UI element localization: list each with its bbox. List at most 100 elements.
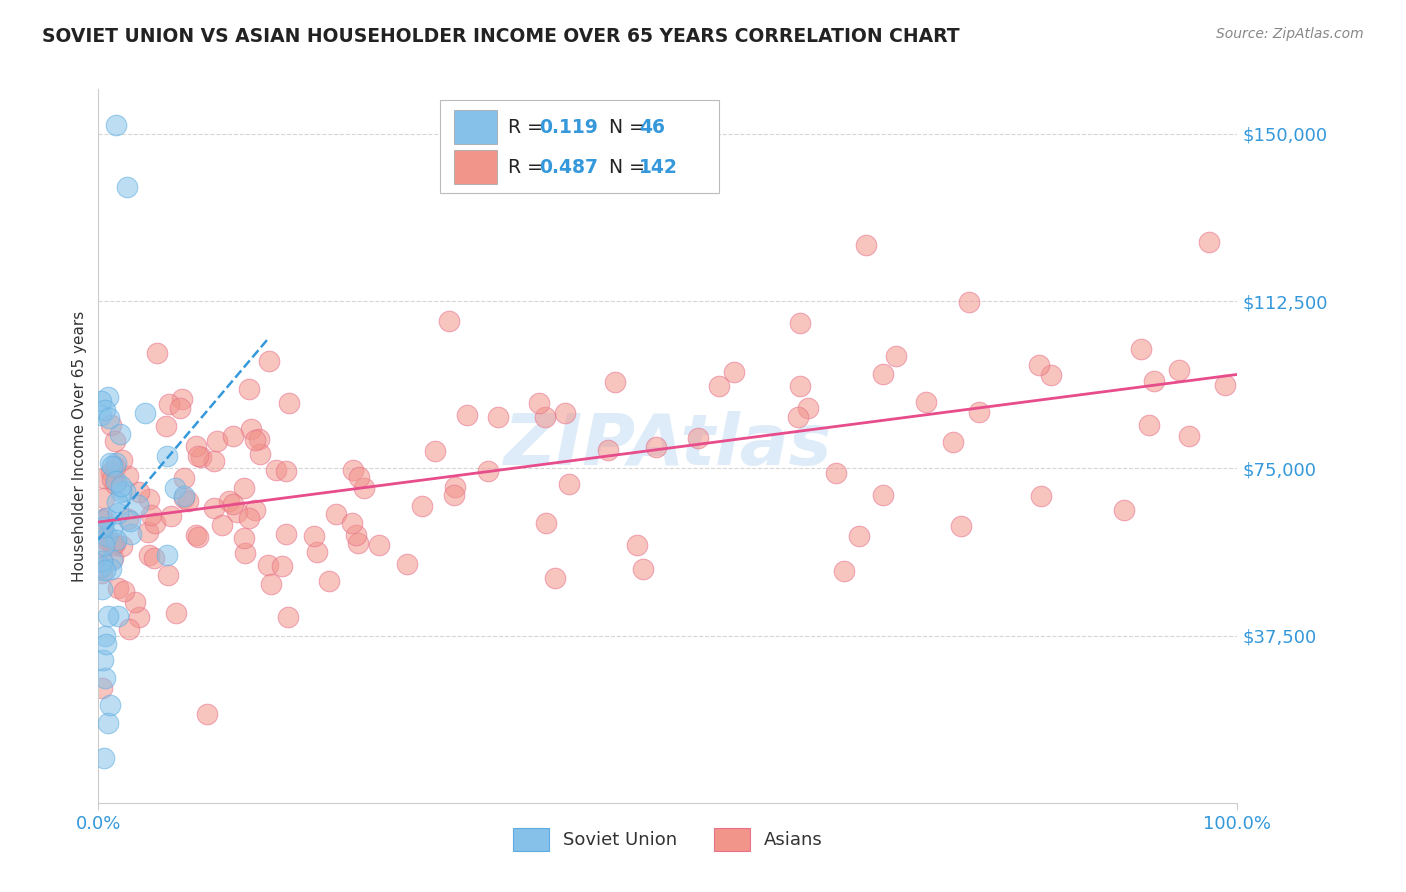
Point [534,410,557,425]
Point [127,498,149,512]
Point [186,439,208,453]
Point [202,454,225,468]
Point [104,118,127,132]
Point [90,554,112,568]
Point [111,453,134,467]
Point [1031,489,1053,503]
Point [202,500,225,515]
Point [104,434,127,449]
Point [170,392,193,407]
Point [105,533,128,548]
Point [1137,418,1160,433]
Text: N =: N = [609,119,651,137]
Point [232,531,254,545]
Point [91,512,114,526]
Text: R =: R = [509,158,550,178]
Point [91,520,114,534]
Point [173,489,195,503]
Point [100,418,122,433]
Point [156,568,179,582]
Point [544,571,567,585]
Point [1178,429,1201,443]
Point [156,450,179,464]
Point [786,409,808,424]
Point [942,434,965,449]
Point [177,494,200,508]
Point [342,463,364,477]
Point [367,538,389,552]
Point [117,512,139,526]
Point [187,530,209,544]
Point [626,539,648,553]
Point [163,481,186,495]
Point [107,506,129,520]
Point [240,422,263,436]
Point [100,472,122,486]
Point [249,446,271,460]
Point [156,549,179,563]
Point [108,426,131,441]
Point [94,532,117,546]
Point [97,410,120,425]
Point [886,349,908,363]
Point [90,393,112,408]
Point [423,443,446,458]
Point [1129,342,1152,356]
Point [411,499,433,513]
Text: 142: 142 [640,158,678,178]
Point [260,576,283,591]
Point [94,629,117,643]
Point [138,492,160,507]
Point [195,706,218,721]
Text: ZIPAtlas: ZIPAtlas [503,411,832,481]
FancyBboxPatch shape [454,110,498,145]
Point [101,458,124,473]
Point [120,526,142,541]
Point [143,516,166,530]
Point [274,527,297,541]
Point [112,583,135,598]
Point [104,456,127,470]
Point [596,442,619,457]
Point [1213,378,1236,392]
Point [855,237,877,252]
Point [90,528,112,542]
Point [117,469,139,483]
Point [104,477,127,491]
Point [143,551,166,566]
Point [93,471,115,485]
Point [100,553,122,567]
Point [90,560,112,574]
Point [98,456,121,470]
Point [107,581,129,595]
Point [93,538,115,552]
Point [346,535,368,549]
Point [110,485,132,500]
Point [477,464,499,478]
Point [825,466,848,480]
Point [124,595,146,609]
Point [128,485,150,500]
FancyBboxPatch shape [454,150,498,184]
Point [1114,502,1136,516]
Point [98,698,121,712]
Point [211,517,233,532]
Point [1198,235,1220,249]
Point [797,401,820,415]
Text: N =: N = [609,158,651,178]
Point [110,539,132,553]
Point [90,681,112,695]
Text: 0.119: 0.119 [538,119,598,137]
Point [173,491,195,505]
Point [247,432,270,446]
Point [96,715,118,730]
Point [90,513,112,527]
Point [238,382,260,396]
Point [633,562,655,576]
Text: 46: 46 [640,119,665,137]
Point [136,524,159,539]
Point [94,671,117,685]
Y-axis label: Householder Income Over 65 years: Householder Income Over 65 years [72,310,87,582]
Point [160,509,183,524]
Point [165,606,187,620]
